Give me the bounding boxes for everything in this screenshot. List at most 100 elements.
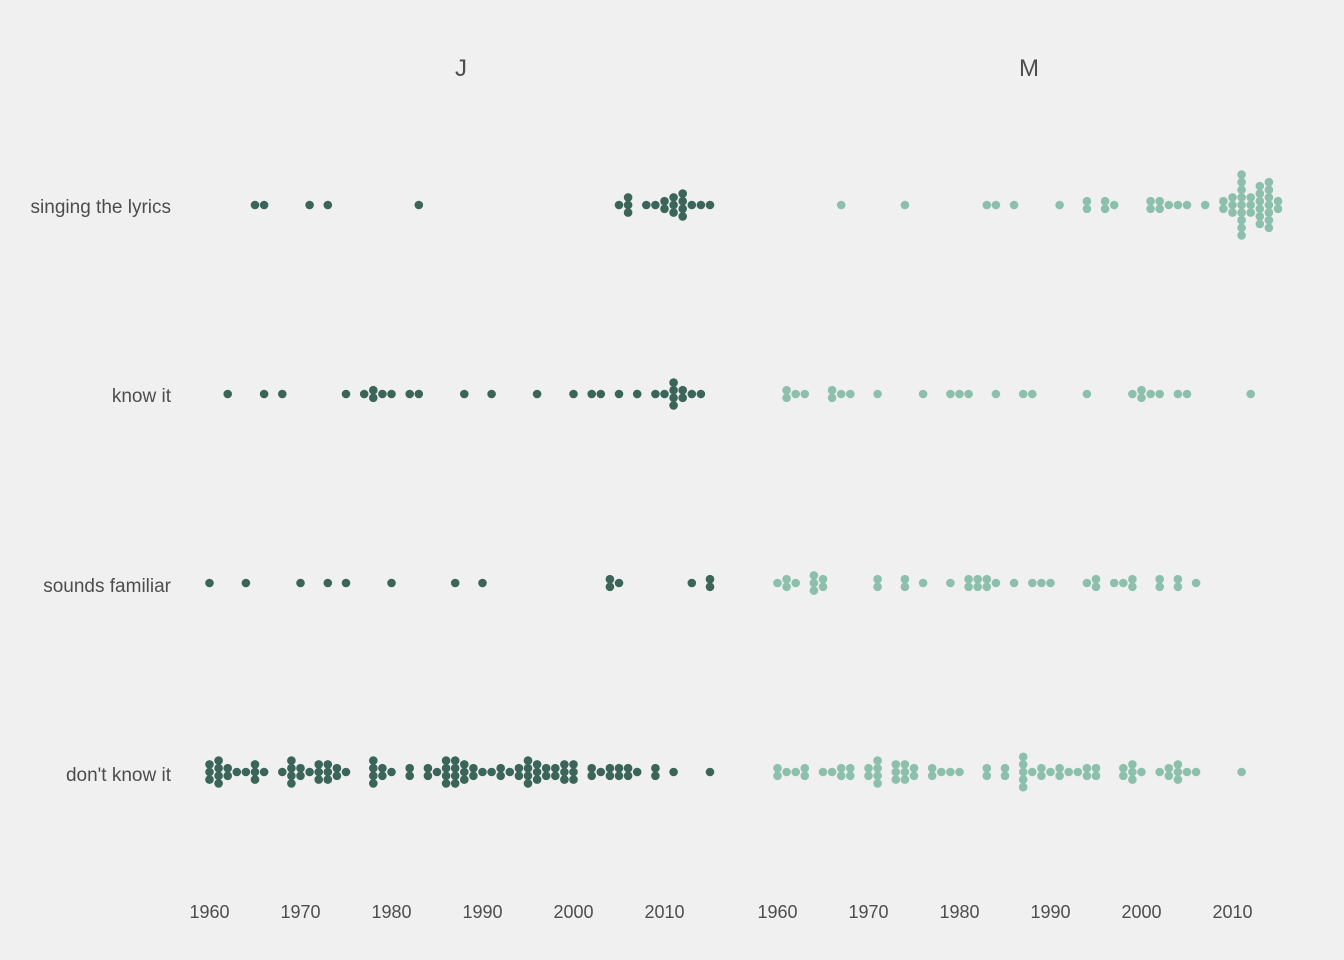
data-point (587, 771, 596, 781)
data-point (1246, 193, 1255, 202)
data-point (773, 578, 782, 588)
row-label-know-it: know it (112, 386, 172, 407)
data-point (1128, 760, 1137, 769)
data-point (1028, 767, 1037, 777)
data-point (569, 767, 578, 777)
data-point (782, 574, 791, 584)
data-point (946, 767, 955, 777)
data-point (909, 771, 919, 781)
data-point (223, 389, 232, 399)
data-point (1155, 389, 1164, 399)
data-point (296, 578, 305, 588)
data-point (1264, 200, 1274, 210)
data-point (523, 756, 533, 765)
data-point (369, 385, 378, 395)
x-tick-label-j-1980: 1980 (371, 902, 411, 922)
data-point (1064, 767, 1073, 777)
data-point (596, 767, 606, 777)
data-point (687, 200, 697, 210)
data-point (1018, 389, 1028, 399)
data-point (669, 401, 678, 410)
data-point (1237, 185, 1246, 195)
data-point (1173, 389, 1183, 399)
data-point (891, 767, 901, 777)
data-point (1173, 760, 1183, 769)
data-point (1237, 223, 1246, 233)
data-point (341, 389, 351, 399)
row-label-sounds-familiar: sounds familiar (43, 576, 171, 597)
data-point (1100, 196, 1110, 206)
data-point (414, 200, 424, 210)
data-point (1237, 231, 1246, 240)
data-point (205, 775, 214, 784)
data-point (332, 771, 342, 781)
data-point (1246, 200, 1255, 210)
data-point (1237, 200, 1246, 210)
data-point (287, 756, 296, 765)
data-point (773, 763, 782, 773)
data-point (705, 200, 715, 210)
data-point (359, 389, 369, 399)
data-point (818, 582, 828, 592)
data-point (651, 763, 660, 773)
data-point (827, 385, 837, 395)
data-point (660, 204, 669, 214)
data-point (1037, 763, 1046, 773)
data-point (1191, 767, 1201, 777)
data-point (587, 389, 596, 399)
x-tick-label-j-1990: 1990 (462, 902, 502, 922)
data-point (450, 763, 460, 773)
data-point (523, 779, 533, 788)
data-point (818, 574, 828, 584)
data-point (836, 771, 846, 781)
data-point (1237, 208, 1246, 217)
data-point (918, 578, 928, 588)
data-point (1082, 578, 1092, 588)
data-point (1018, 760, 1028, 769)
data-point (827, 767, 837, 777)
data-point (1028, 389, 1037, 399)
data-point (441, 763, 451, 773)
data-point (651, 200, 660, 210)
data-point (1082, 763, 1092, 773)
data-point (1073, 767, 1083, 777)
data-point (314, 767, 324, 777)
data-point (1228, 208, 1237, 217)
data-point (523, 771, 533, 781)
data-point (614, 200, 624, 210)
data-point (891, 775, 901, 784)
data-point (873, 389, 882, 399)
data-point (955, 767, 964, 777)
data-point (678, 189, 687, 198)
data-point (560, 767, 569, 777)
data-point (478, 578, 487, 588)
data-point (1255, 204, 1265, 214)
data-point (223, 771, 232, 781)
data-point (1146, 204, 1155, 214)
data-point (287, 779, 296, 788)
data-point (523, 763, 533, 773)
data-point (1128, 574, 1137, 584)
data-point (1264, 215, 1274, 225)
data-point (1228, 193, 1237, 202)
data-point (605, 763, 615, 773)
data-point (605, 574, 615, 584)
data-point (791, 578, 800, 588)
data-point (241, 578, 251, 588)
data-point (964, 582, 973, 592)
data-point (1128, 767, 1137, 777)
data-point (669, 378, 678, 387)
data-point (1000, 763, 1010, 773)
data-point (605, 582, 615, 592)
data-point (1109, 200, 1119, 210)
data-point (1155, 204, 1164, 214)
data-point (1119, 763, 1128, 773)
data-point (241, 767, 251, 777)
data-point (505, 767, 515, 777)
x-tick-label-m-1960: 1960 (757, 902, 797, 922)
data-point (614, 578, 624, 588)
data-point (305, 200, 314, 210)
data-point (1246, 208, 1255, 217)
data-point (205, 578, 214, 588)
data-point (864, 771, 873, 781)
